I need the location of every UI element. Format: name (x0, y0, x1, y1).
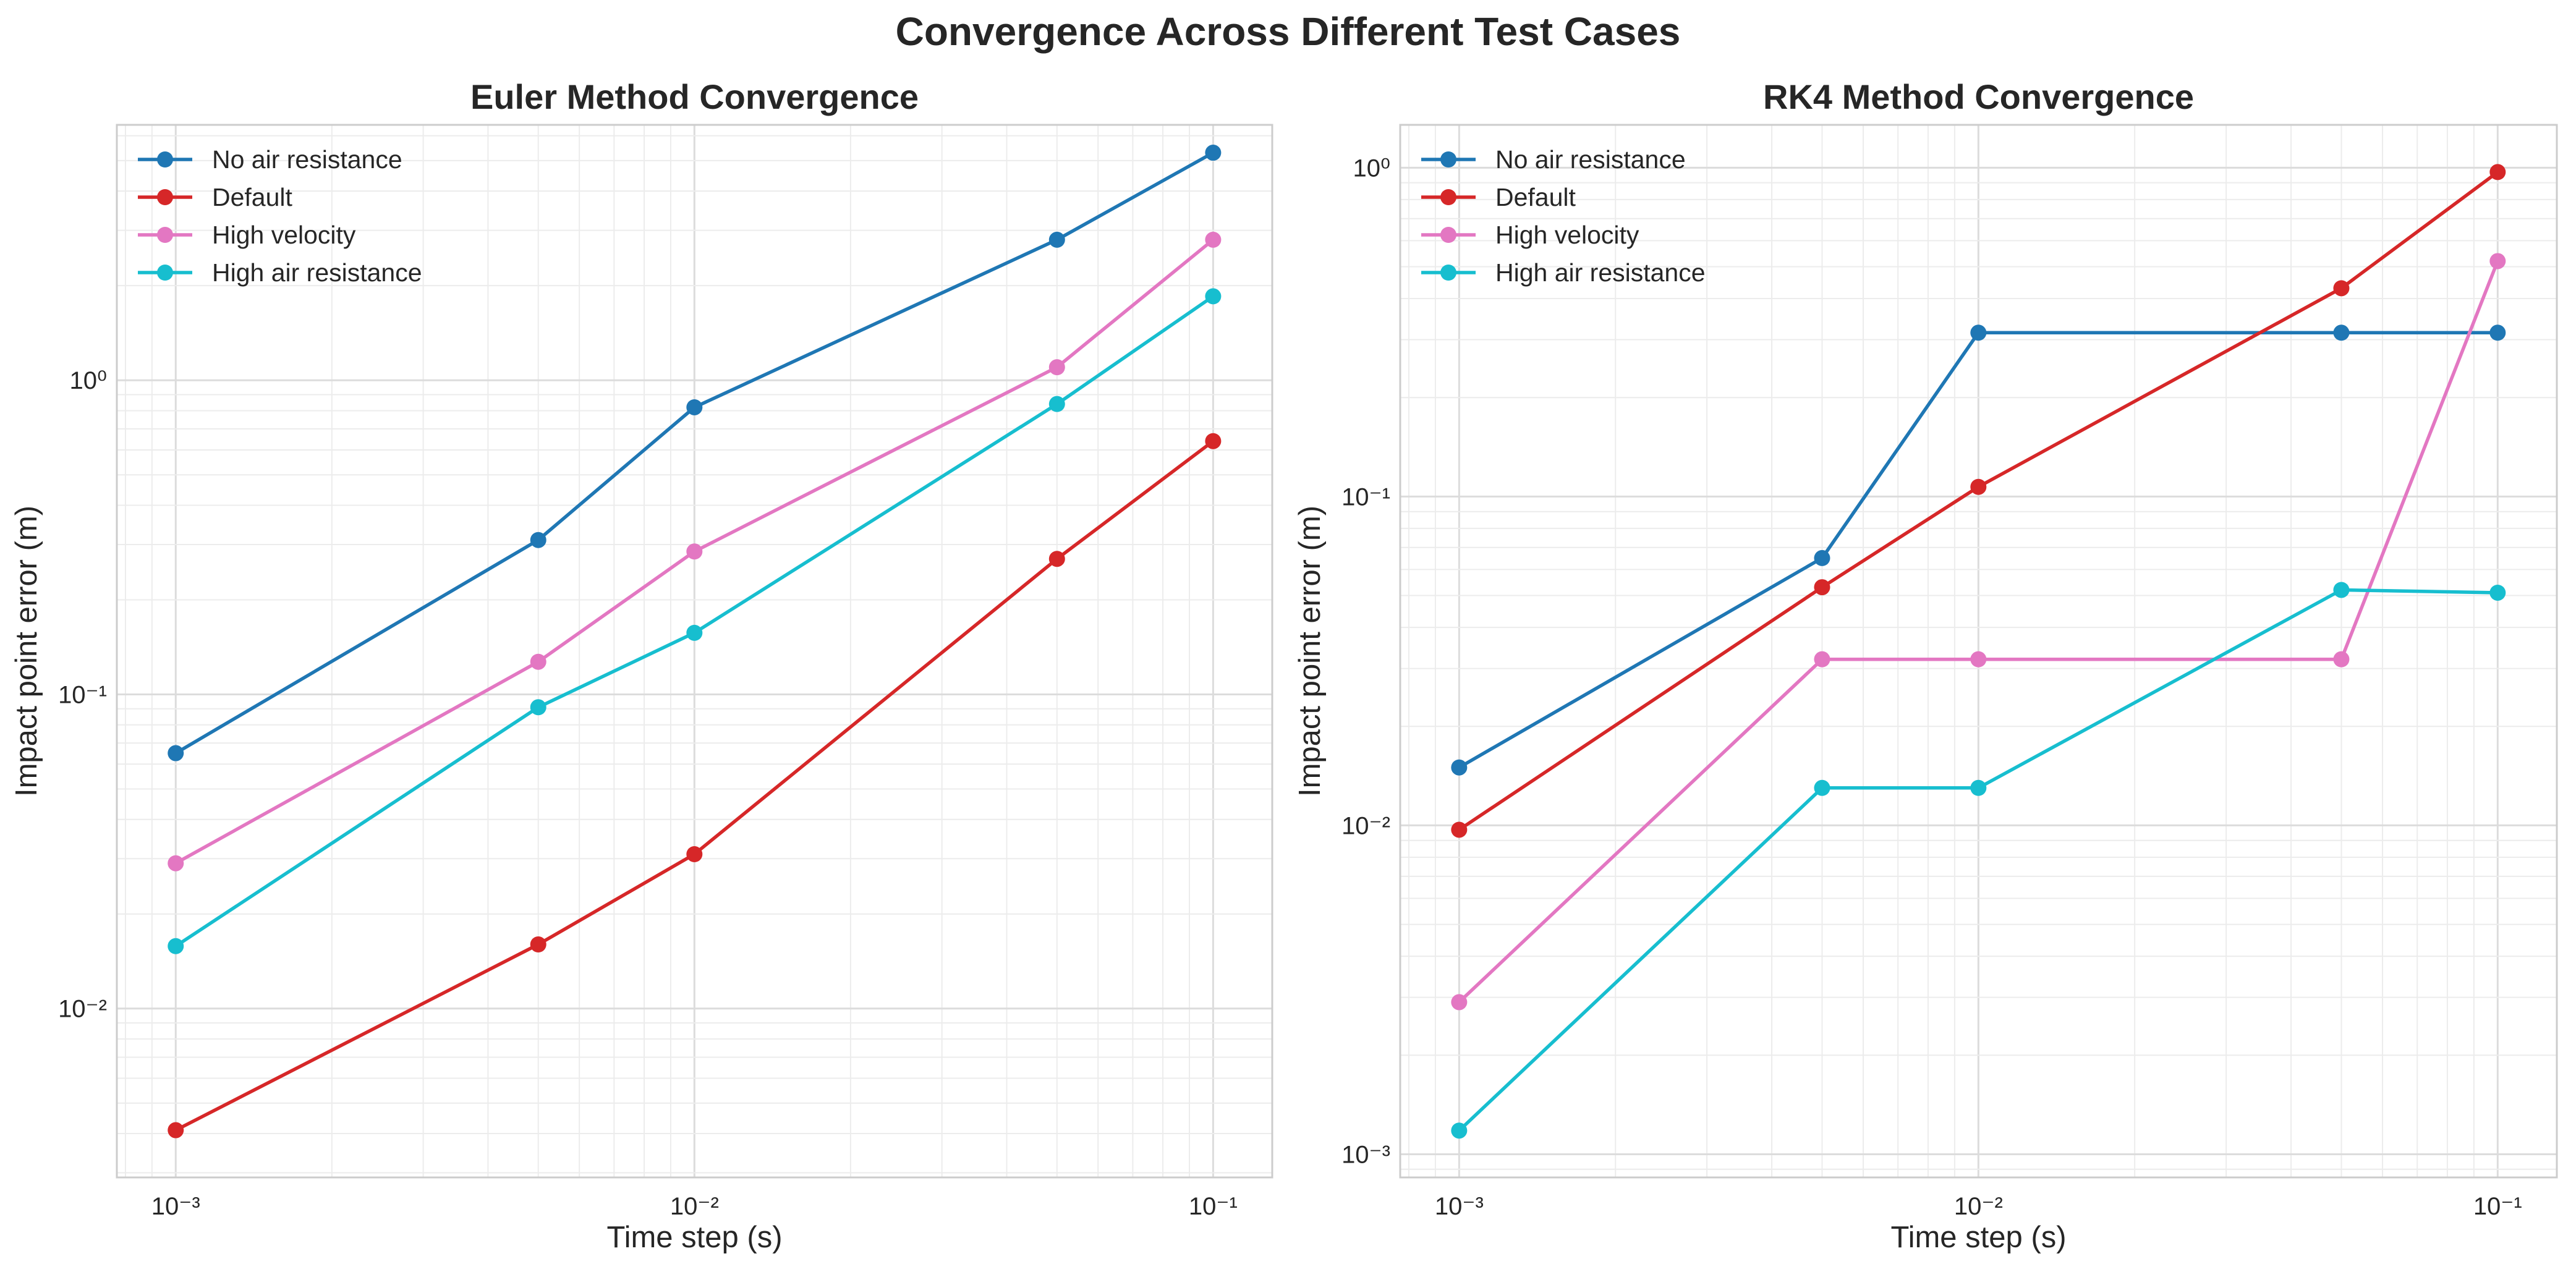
y-tick-label: 10⁻¹ (58, 681, 107, 708)
data-point (1814, 549, 1830, 566)
y-axis-label: Impact point error (m) (1293, 506, 1327, 797)
series (1451, 324, 2506, 776)
data-point (530, 936, 546, 952)
data-point (1970, 651, 1987, 668)
legend-marker (1440, 265, 1456, 281)
data-point (2489, 164, 2506, 180)
data-point (2489, 253, 2506, 269)
data-point (168, 938, 184, 954)
data-point (1451, 1122, 1468, 1139)
data-point (1048, 231, 1065, 248)
series (168, 288, 1222, 954)
x-tick-label: 10⁻¹ (2473, 1193, 2522, 1220)
grid (1400, 125, 2557, 1177)
x-tick-label: 10⁻³ (151, 1193, 200, 1220)
data-point (168, 1122, 184, 1138)
x-tick-label: 10⁻² (670, 1193, 719, 1220)
x-tick-label: 10⁻² (1954, 1193, 2003, 1220)
data-point (1970, 324, 1987, 341)
data-point (1814, 651, 1830, 668)
data-point (1048, 359, 1065, 376)
data-point (2333, 324, 2350, 341)
data-point (530, 699, 546, 716)
y-tick-label: 10⁰ (69, 367, 107, 394)
data-point (686, 543, 703, 560)
x-tick-label: 10⁻³ (1435, 1193, 1484, 1220)
data-point (1814, 779, 1830, 796)
y-tick-label: 10⁻³ (1341, 1141, 1390, 1168)
legend-marker (157, 265, 173, 281)
data-point (1814, 579, 1830, 596)
chart-title: Euler Method Convergence (470, 77, 919, 116)
y-axis-label: Impact point error (m) (10, 506, 43, 797)
data-point (686, 399, 703, 415)
legend-label: High air resistance (1495, 258, 1706, 287)
data-point (1048, 551, 1065, 567)
x-axis-label: Time step (s) (606, 1221, 782, 1254)
data-point (2333, 582, 2350, 598)
legend-label: High velocity (212, 221, 356, 249)
euler-panel: 10⁻³ 10⁻² 10⁻¹ 10⁻² 10⁻¹ 10⁰ Euler Method Conv… (10, 77, 1273, 1254)
grid (117, 125, 1272, 1177)
data-point (168, 855, 184, 871)
legend-marker (157, 189, 173, 205)
data-point (2333, 651, 2350, 668)
legend-label: High air resistance (212, 258, 422, 287)
data-point (1205, 145, 1222, 161)
data-point (530, 532, 546, 548)
y-tick-label: 10⁰ (1353, 155, 1390, 182)
data-point (2489, 584, 2506, 601)
legend-label: High velocity (1495, 221, 1639, 249)
legend: No air resistance Default High velocity Hig… (1421, 145, 1706, 287)
legend: No air resistance Default High velocity Hig… (138, 145, 422, 287)
data-point (1970, 478, 1987, 495)
data-point (686, 846, 703, 862)
legend-marker (1440, 151, 1456, 167)
data-point (1205, 288, 1222, 305)
data-point (1451, 759, 1468, 776)
data-point (530, 653, 546, 670)
legend-marker (157, 227, 173, 243)
data-point (1205, 231, 1222, 248)
figure-title: Convergence Across Different Test Cases (895, 9, 1681, 54)
plot-frame (116, 124, 1273, 1179)
data-point (2333, 280, 2350, 297)
data-point (2489, 324, 2506, 341)
series (1451, 582, 2506, 1139)
legend-label: No air resistance (212, 145, 402, 174)
chart-title: RK4 Method Convergence (1763, 77, 2194, 116)
series (168, 433, 1222, 1138)
y-tick-label: 10⁻² (1341, 812, 1390, 839)
series (1451, 164, 2506, 838)
data-point (1451, 821, 1468, 838)
legend-marker (1440, 227, 1456, 243)
legend-marker (1440, 189, 1456, 205)
data-point (1048, 396, 1065, 412)
legend-marker (157, 151, 173, 167)
data-point (1451, 994, 1468, 1011)
plot-frame (1399, 124, 2558, 1179)
y-tick-label: 10⁻² (58, 996, 107, 1023)
data-point (1970, 779, 1987, 796)
data-point (686, 624, 703, 641)
x-tick-label: 10⁻¹ (1189, 1193, 1238, 1220)
series (168, 231, 1222, 871)
rk4-panel: 10⁻³ 10⁻² 10⁻¹ 10⁻³ 10⁻² 10⁻¹ 10⁰ RK4 Method Co… (1293, 77, 2558, 1254)
legend-label: No air resistance (1495, 145, 1686, 174)
legend-label: Default (212, 183, 293, 211)
legend-label: Default (1495, 183, 1576, 211)
series (1451, 253, 2506, 1011)
series (168, 145, 1222, 761)
data-point (168, 745, 184, 761)
x-axis-label: Time step (s) (1890, 1221, 2066, 1254)
y-tick-label: 10⁻¹ (1341, 483, 1390, 511)
data-point (1205, 433, 1222, 449)
